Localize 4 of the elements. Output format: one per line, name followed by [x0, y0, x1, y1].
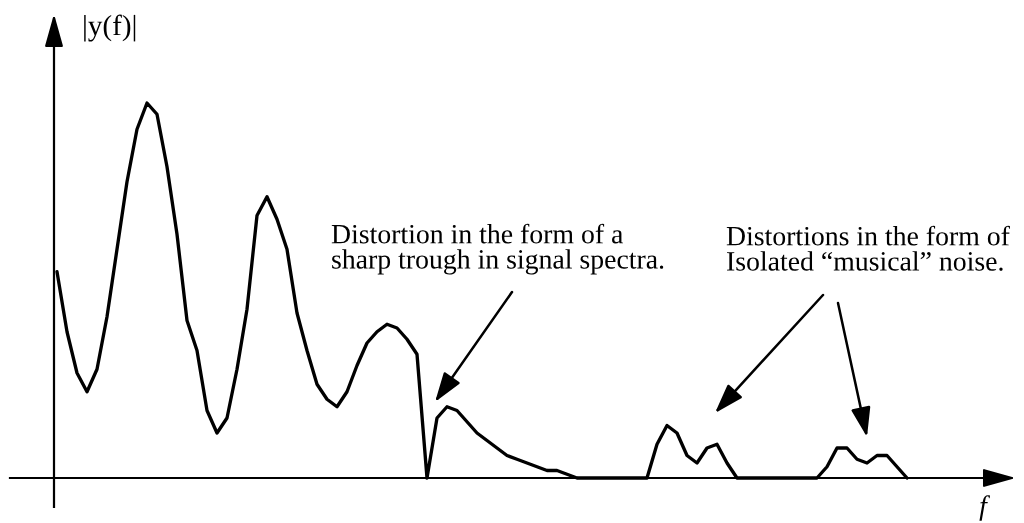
- x-axis-title: f: [979, 495, 991, 521]
- annotation: Distortion in the form of a sharp trough in signal spectra.: [331, 223, 664, 275]
- y-axis-title: |y(f)|: [84, 14, 136, 42]
- annotation: Distortions in the form of Isolated “musical” noise.: [726, 225, 1010, 271]
